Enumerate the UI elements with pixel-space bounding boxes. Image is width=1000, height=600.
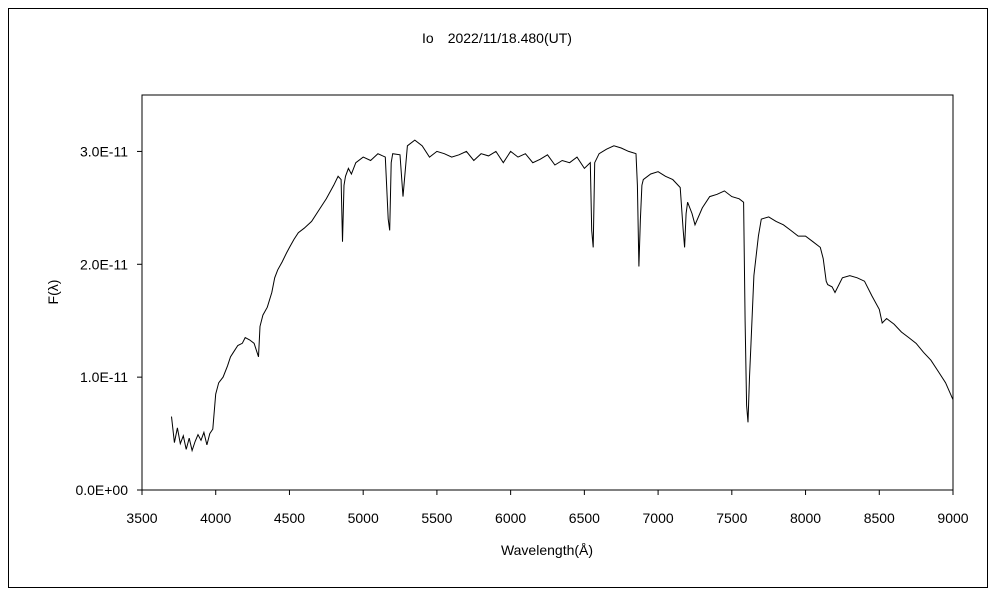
x-tick-label: 7000 (643, 510, 674, 526)
y-tick-label: 3.0E-11 (80, 143, 128, 159)
x-tick-label: 3500 (126, 510, 157, 526)
x-tick-label: 4500 (274, 510, 305, 526)
x-tick-label: 4000 (200, 510, 231, 526)
x-tick-label: 6000 (495, 510, 526, 526)
x-axis: 3500 4000 4500 5000 5500 6000 6500 7000 7500 8000… (126, 490, 969, 526)
y-tick-label: 1.0E-11 (80, 369, 128, 385)
x-tick-label: 8500 (864, 510, 895, 526)
chart-title: Io 2022/11/18.480(UT) (422, 30, 572, 46)
y-axis-title: F(λ) (45, 280, 61, 305)
y-tick-label: 2.0E-11 (80, 256, 128, 272)
x-tick-label: 7500 (716, 510, 747, 526)
plot-area (141, 94, 954, 491)
spectrum-series-line (171, 139, 954, 453)
x-tick-label: 9000 (937, 510, 968, 526)
series-layer (171, 139, 954, 453)
x-tick-label: 8000 (790, 510, 821, 526)
x-tick-label: 5000 (348, 510, 379, 526)
y-axis: 0.0E+00 1.0E-11 2.0E-11 3.0E-11 (75, 143, 142, 498)
x-axis-title: Wavelength(Å) (501, 542, 593, 558)
y-tick-label: 0.0E+00 (75, 482, 128, 498)
x-tick-label: 6500 (569, 510, 600, 526)
x-tick-label: 5500 (421, 510, 452, 526)
chart-frame (8, 8, 988, 588)
